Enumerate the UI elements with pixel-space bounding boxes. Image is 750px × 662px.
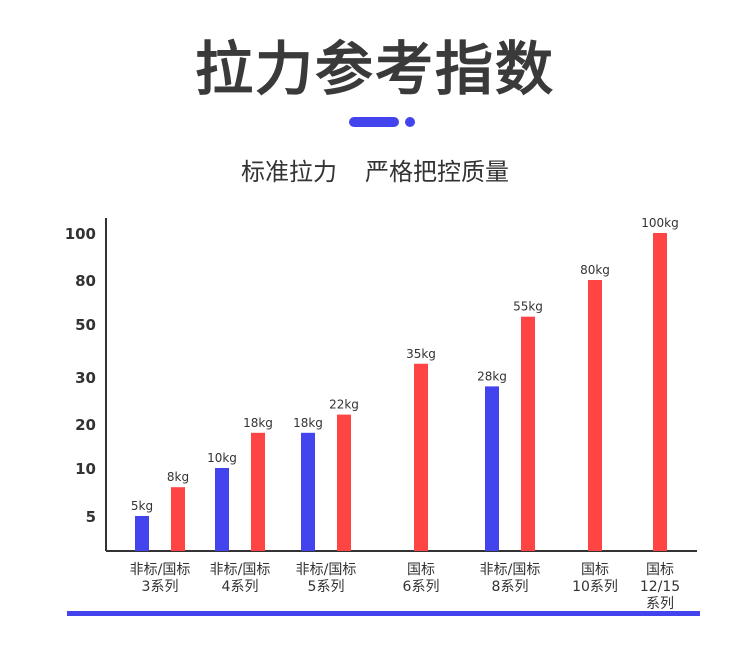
bar-value-label: 80kg (580, 263, 610, 277)
bar-value-label: 10kg (207, 451, 237, 465)
bar (301, 432, 315, 551)
category-label: 非标/国标 (296, 562, 357, 578)
y-tick-label: 50 (75, 316, 96, 334)
category-label: 3系列 (142, 579, 179, 595)
bar-value-label: 18kg (243, 416, 273, 430)
y-tick-label: 20 (75, 416, 96, 434)
category-label: 国标 (407, 562, 435, 578)
y-tick-label: 100 (65, 225, 96, 243)
bar (588, 280, 602, 551)
category-label: 10系列 (572, 579, 618, 595)
subtitle-right: 严格把控质量 (365, 158, 509, 186)
bar (251, 432, 265, 551)
y-tick-label: 10 (75, 460, 96, 478)
bar-value-label: 8kg (167, 470, 189, 484)
y-tick-label: 80 (75, 272, 96, 290)
category-label: 国标 (581, 562, 609, 578)
category-label: 6系列 (403, 579, 440, 595)
category-label: 非标/国标 (130, 562, 191, 578)
bar-value-label: 55kg (513, 300, 543, 314)
subtitle-left: 标准拉力 (241, 158, 337, 186)
category-label: 国标 (646, 562, 674, 578)
bar (414, 363, 428, 551)
bar (337, 414, 351, 551)
page-title: 拉力参考指数 (194, 35, 555, 103)
y-tick-label: 5 (86, 508, 96, 526)
bar (215, 468, 229, 551)
bar (135, 516, 149, 551)
bar (521, 316, 535, 551)
page-subtitle: 标准拉力 严格把控质量 (0, 152, 750, 187)
category-label: 非标/国标 (480, 562, 541, 578)
category-label: 5系列 (308, 579, 345, 595)
category-label: 非标/国标 (210, 562, 271, 578)
bar-value-label: 35kg (406, 347, 436, 361)
title-decoration (349, 117, 415, 127)
y-tick-label: 30 (75, 369, 96, 387)
bar (171, 487, 185, 551)
category-label: 系列 (646, 596, 674, 612)
bar-value-label: 28kg (477, 369, 507, 383)
bar (653, 233, 667, 551)
category-label: 12/15 (640, 579, 680, 595)
bar-value-label: 18kg (293, 416, 323, 430)
bar (485, 386, 499, 551)
category-label: 8系列 (492, 579, 529, 595)
category-label: 4系列 (222, 579, 259, 595)
bar-value-label: 22kg (329, 398, 359, 412)
bar-value-label: 5kg (131, 499, 153, 513)
bar-value-label: 100kg (641, 216, 678, 230)
bottom-band (67, 611, 700, 616)
